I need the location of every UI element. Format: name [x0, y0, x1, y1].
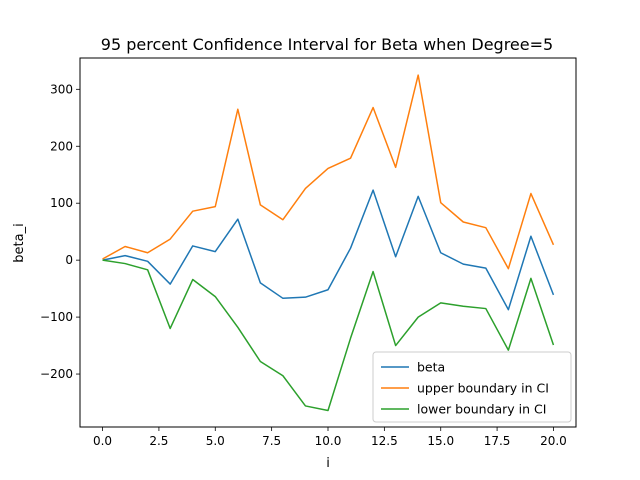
- series-line-2: [102, 259, 555, 412]
- legend-entry: upper boundary in CI: [417, 381, 549, 396]
- chart-title: 95 percent Confidence Interval for Beta …: [101, 35, 553, 54]
- y-tick-label: −200: [40, 367, 73, 381]
- y-axis: −200 −100 0 100 200 300: [40, 82, 80, 381]
- x-tick-label: 0.0: [93, 434, 112, 448]
- series-line-0: [102, 189, 555, 311]
- legend-entry: beta: [417, 360, 445, 375]
- y-tick-label: −100: [40, 310, 73, 324]
- x-tick-label: 20.0: [540, 434, 567, 448]
- x-tick-label: 10.0: [315, 434, 342, 448]
- x-tick-label: 17.5: [484, 434, 511, 448]
- x-tick-label: 15.0: [427, 434, 454, 448]
- plot-frame-border: [79, 57, 577, 428]
- x-tick-label: 12.5: [371, 434, 398, 448]
- y-tick-label: 200: [50, 139, 73, 153]
- legend: beta upper boundary in CI lower boundary i…: [372, 351, 572, 423]
- x-tick-label: 2.5: [149, 434, 168, 448]
- y-axis-label: beta_i: [12, 223, 27, 262]
- y-tick-label: 300: [50, 82, 73, 96]
- x-axis-label: i: [326, 456, 330, 471]
- y-tick-label: 100: [50, 196, 73, 210]
- x-tick-label: 5.0: [206, 434, 225, 448]
- series-line-1: [102, 74, 555, 270]
- series-layer: [102, 74, 555, 412]
- x-axis: 0.0 2.5 5.0 7.5 10.0 12.5 15.0 17.5 20.0: [93, 427, 567, 448]
- x-tick-label: 7.5: [262, 434, 281, 448]
- legend-box: [372, 351, 572, 423]
- legend-entry: lower boundary in CI: [417, 402, 546, 417]
- y-tick-label: 0: [65, 253, 73, 267]
